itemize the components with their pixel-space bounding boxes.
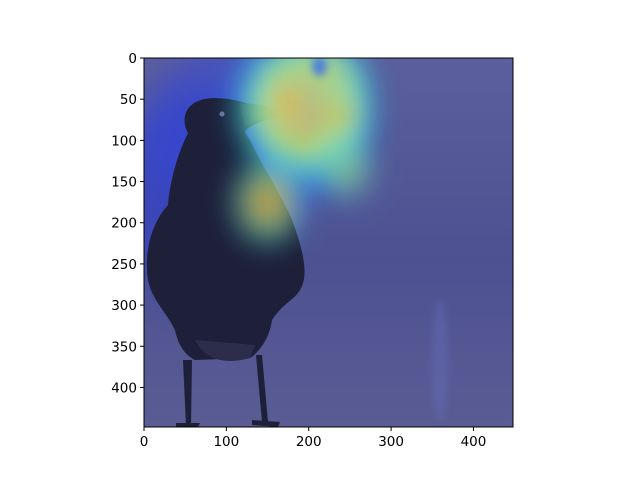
y-tick-label: 100 bbox=[111, 133, 137, 149]
heat-blob bbox=[310, 78, 360, 153]
heat-ring bbox=[257, 189, 278, 215]
heat-ring bbox=[283, 93, 302, 113]
x-tick-label: 0 bbox=[140, 434, 149, 450]
heat-ring bbox=[328, 105, 343, 127]
x-tick-label: 300 bbox=[378, 434, 404, 450]
y-tick-label: 350 bbox=[111, 339, 137, 355]
x-axis-ticks: 0 100 200 300 400 bbox=[140, 427, 487, 450]
heat-blob bbox=[230, 156, 305, 248]
faint-streak bbox=[432, 300, 448, 420]
y-tick-label: 250 bbox=[111, 257, 137, 273]
y-tick-label: 0 bbox=[128, 51, 137, 67]
cool-spot bbox=[312, 58, 327, 77]
y-axis-ticks: 0 50 100 150 200 250 300 350 400 bbox=[111, 51, 144, 396]
y-tick-label: 200 bbox=[111, 216, 137, 232]
heat-ring bbox=[327, 148, 364, 190]
crow-eye bbox=[219, 111, 225, 117]
y-tick-label: 50 bbox=[120, 92, 137, 108]
x-tick-label: 200 bbox=[296, 434, 322, 450]
x-tick-label: 100 bbox=[213, 434, 239, 450]
axes-frame bbox=[143, 57, 514, 428]
activation-heat-layer bbox=[230, 58, 375, 248]
heat-blob bbox=[316, 136, 375, 203]
y-tick-label: 300 bbox=[111, 298, 137, 314]
x-tick-label: 400 bbox=[461, 434, 487, 450]
heatmap-image-area bbox=[144, 58, 513, 427]
y-tick-label: 150 bbox=[111, 175, 137, 191]
y-tick-label: 400 bbox=[111, 380, 137, 396]
